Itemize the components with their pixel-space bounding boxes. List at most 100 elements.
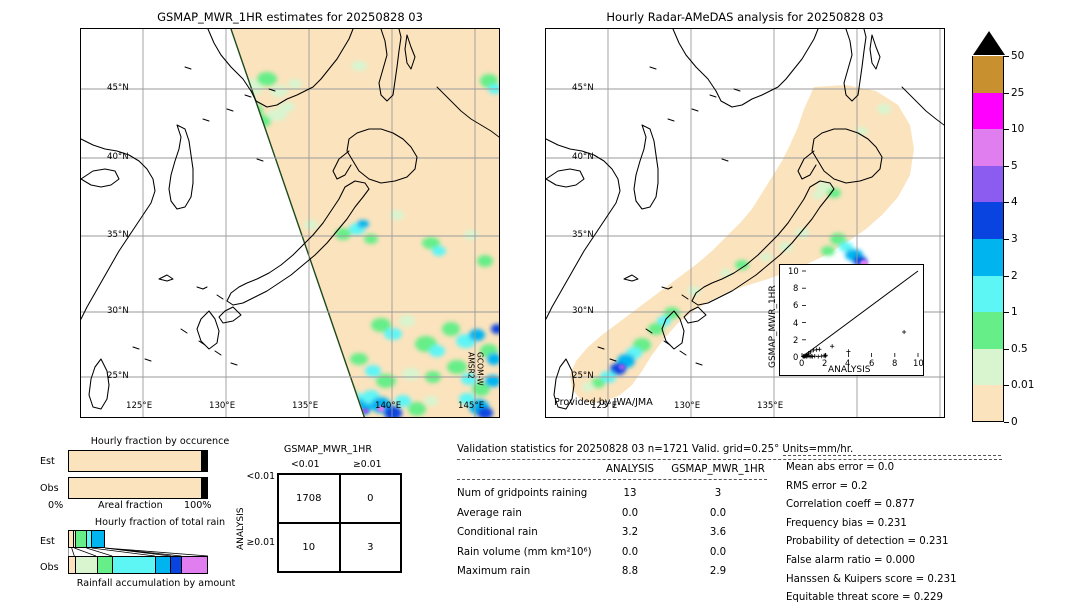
lat-label-40n-right: 40°N — [572, 152, 594, 162]
occurrence-obs-segment-3 — [203, 478, 204, 498]
colorbar-label-50: 50 — [1011, 50, 1025, 62]
colorbar-tick-5 — [1004, 239, 1009, 240]
occurrence-obs-segment-2 — [201, 478, 203, 498]
validation-row-label-1: Average rain — [457, 507, 522, 519]
colorbar-label-4: 4 — [1011, 196, 1018, 209]
validation-row-analysis-0: 13 — [623, 488, 637, 499]
radar-map-svg — [546, 29, 944, 417]
validation-col-header-analysis: ANALYSIS — [605, 464, 655, 475]
lon-label-130e-right: 130°E — [674, 401, 701, 411]
colorbar-tick-6 — [1004, 275, 1009, 277]
validation-header-rule — [457, 459, 1002, 460]
validation-score-7: Equitable threat score = 0.229 — [786, 592, 943, 604]
occurrence-obs-segment-5 — [205, 478, 206, 498]
gsmap-estimates-map[interactable]: 45°N 40°N 35°N 30°N 25°N 125°E 130°E 135… — [80, 28, 500, 418]
occurrence-chart-title: Hourly fraction by occurence — [90, 436, 230, 447]
lat-label-45n-right: 45°N — [572, 83, 594, 93]
occurrence-est-segment-2 — [202, 451, 203, 471]
occurrence-bar-obs[interactable] — [68, 477, 208, 499]
contingency-row-header-lt: <0.01 — [246, 471, 276, 482]
colorbar-arrow-icon — [973, 31, 1005, 55]
occurrence-axis-max: 100% — [184, 500, 212, 511]
colorbar-label-3: 3 — [1011, 233, 1018, 245]
radar-amedas-map[interactable]: 45°N 40°N 35°N 30°N 25°N 125°E 130°E 135… — [545, 28, 945, 418]
scatter-point-12 — [808, 349, 813, 354]
colorbar-tick-7 — [1004, 312, 1009, 314]
left-panel-title: GSMAP_MWR_1HR estimates for 20250828 03 — [157, 10, 423, 24]
scatter-ytick-10: 10 — [788, 266, 799, 276]
scatter-point-22 — [823, 354, 828, 359]
total-rain-est-segment-2 — [74, 531, 87, 547]
occurrence-bar-est[interactable] — [68, 450, 208, 472]
contingency-cell-false-alarm: 0 — [339, 474, 401, 523]
scatter-point-25 — [846, 349, 851, 354]
lat-label-40n: 40°N — [107, 152, 129, 162]
lat-label-25n-right: 25°N — [572, 371, 594, 381]
scatter-svg — [801, 270, 919, 359]
validation-score-0: Mean abs error = 0.0 — [786, 462, 895, 473]
lon-label-135e: 135°E — [292, 401, 319, 411]
lon-label-135e-right: 135°E — [757, 401, 784, 411]
validation-score-3: Frequency bias = 0.231 — [786, 517, 907, 529]
scatter-point-9 — [806, 351, 811, 356]
sensor-name-amsr2: AMSR2 — [466, 352, 476, 379]
occurrence-est-segment-4 — [204, 451, 205, 471]
sensor-name-gcomw: GCOM-W — [475, 352, 485, 386]
total-rain-obs-segment-4 — [154, 557, 171, 573]
sensor-label: GCOM-W AMSR2 — [466, 352, 485, 386]
total-rain-chart-title: Hourly fraction of total rain — [94, 517, 226, 528]
contingency-cell-hit-none: 1708 — [278, 474, 340, 523]
colorbar-tick-8 — [1004, 348, 1009, 350]
colorbar-label-25: 25 — [1011, 86, 1025, 99]
lon-label-125e: 125°E — [126, 401, 153, 411]
total-rain-bar-est[interactable] — [68, 530, 105, 548]
scatter-ytick-6: 6 — [793, 300, 799, 310]
colorbar-segments — [972, 30, 1006, 422]
scatter-ytick-4: 4 — [793, 318, 799, 328]
occurrence-obs-segment-1 — [200, 478, 202, 498]
scatter-point-16 — [812, 354, 817, 359]
validation-row-analysis-2: 3.2 — [621, 527, 639, 538]
scatter-xtick-0: 0 — [799, 358, 805, 368]
scatter-xtick-4: 4 — [845, 358, 851, 368]
scatter-ylabel: GSMAP_MWR_1HR — [768, 285, 778, 368]
occurrence-est-segment-1 — [201, 451, 202, 471]
lat-label-35n: 35°N — [107, 230, 129, 240]
scatter-inset[interactable]: 0 2 4 6 8 10 0 2 4 6 8 10 ANALYSIS — [779, 264, 924, 376]
validation-score-5: False alarm ratio = 0.000 — [786, 555, 915, 566]
gsmap-map-svg — [81, 29, 499, 417]
total-rain-obs-segment-0 — [69, 557, 76, 573]
scatter-point-14 — [810, 354, 815, 359]
colorbar-band-1 — [972, 92, 1004, 130]
colorbar-tick-9 — [1004, 385, 1009, 387]
total-rain-axis-label: Rainfall accumulation by amount — [76, 578, 236, 589]
colorbar-band-8 — [972, 348, 1004, 386]
occurrence-axis-label: Areal fraction — [98, 500, 163, 511]
contingency-title: GSMAP_MWR_1HR — [283, 444, 373, 455]
total-rain-bar-obs[interactable] — [68, 556, 208, 574]
validation-row-estimate-1: 0.0 — [709, 507, 727, 519]
occurrence-row-label-est: Est — [40, 456, 55, 467]
scatter-point-15 — [811, 348, 816, 353]
occurrence-est-segment-3 — [203, 451, 204, 471]
colorbar-band-3 — [972, 165, 1004, 203]
lat-label-35n-right: 35°N — [572, 230, 594, 240]
validation-score-2: Correlation coeff = 0.877 — [786, 499, 915, 511]
contingency-col-header-lt: <0.01 — [291, 459, 320, 470]
contingency-row-header-ge: ≥0.01 — [246, 537, 276, 548]
colorbar-tick-3 — [1004, 165, 1009, 167]
scatter-point-23 — [823, 353, 828, 358]
lon-label-145e: 145°E — [458, 401, 485, 411]
total-rain-est-segment-3 — [86, 531, 92, 547]
lon-label-125e-right: 125°E — [591, 401, 618, 411]
scatter-ytick-0: 0 — [793, 352, 799, 362]
gsmap-map-canvas: 45°N 40°N 35°N 30°N 25°N 125°E 130°E 135… — [81, 29, 499, 417]
contingency-table[interactable]: 1708 0 10 3 — [277, 473, 402, 573]
colorbar-tick-1 — [1004, 92, 1009, 94]
validation-row-estimate-3: 0.0 — [709, 546, 727, 558]
colorbar-band-7 — [972, 312, 1004, 349]
colorbar[interactable]: 50 25 10 5 4 3 2 1 0.5 0.01 0 — [972, 30, 1072, 428]
colorbar-tick-2 — [1004, 129, 1009, 131]
colorbar-label-2: 2 — [1011, 269, 1018, 282]
validation-scores-rule — [783, 455, 1001, 456]
